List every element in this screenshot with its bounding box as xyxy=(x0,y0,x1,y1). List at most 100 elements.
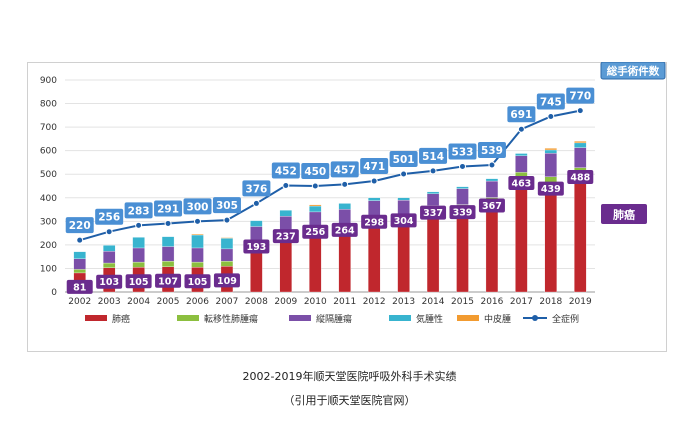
bar-segment xyxy=(574,176,587,293)
x-tick-label: 2003 xyxy=(98,297,121,307)
total-value-label: 514 xyxy=(422,151,444,163)
lung-value-box xyxy=(155,273,182,288)
total-point xyxy=(429,167,437,175)
bar-segment xyxy=(544,148,557,151)
bar-segment xyxy=(132,237,145,249)
legend-label: 気腫性 xyxy=(416,313,443,325)
bar-segment xyxy=(73,269,86,274)
total-value-label: 457 xyxy=(334,164,356,176)
total-value-label: 471 xyxy=(363,161,385,173)
bar-segment xyxy=(515,182,528,293)
total-value-label: 283 xyxy=(128,205,150,217)
lung-value-label: 193 xyxy=(246,242,266,253)
total-point xyxy=(76,236,84,244)
chart-frame: 0 100 200 300 400 500 600 700 800 900 2002 2003 2004… xyxy=(27,62,667,352)
total-value-label: 539 xyxy=(481,145,503,157)
total-callout-label: 総手術件数 xyxy=(607,65,660,78)
lung-value-box xyxy=(567,170,594,185)
x-tick-label: 2006 xyxy=(186,297,209,307)
total-value-label: 305 xyxy=(216,200,238,212)
total-value-label: 745 xyxy=(540,97,562,109)
x-tick-label: 2018 xyxy=(539,297,562,307)
bar-segment xyxy=(73,258,86,270)
bar-segment xyxy=(73,251,86,259)
x-tick-label: 2019 xyxy=(569,297,592,307)
lung-value-label: 103 xyxy=(99,277,119,288)
total-value-box xyxy=(154,200,183,217)
bar-segment xyxy=(485,205,499,293)
total-value-label: 691 xyxy=(510,109,532,121)
legend-label: 全症例 xyxy=(552,313,579,325)
x-tick-label: 2014 xyxy=(422,297,445,307)
chart-source-note: （引用于顺天堂医院官网） xyxy=(283,394,416,407)
bar-segment xyxy=(161,260,175,267)
y-tick-label: 400 xyxy=(40,194,57,204)
total-point xyxy=(282,182,290,190)
lung-value-box xyxy=(331,222,358,237)
lung-value-label: 105 xyxy=(129,277,149,288)
total-point xyxy=(547,113,555,121)
y-tick-label: 500 xyxy=(40,170,57,180)
lung-value-label: 439 xyxy=(541,184,561,195)
total-value-box xyxy=(124,202,153,219)
lung-value-box xyxy=(272,229,299,244)
lung-value-label: 339 xyxy=(453,208,473,219)
bar-segment xyxy=(485,178,499,182)
legend-swatch xyxy=(457,315,479,321)
bar-segment xyxy=(397,197,410,201)
bar-segment xyxy=(338,203,351,210)
lung-value-label: 367 xyxy=(482,201,502,212)
lung-value-box xyxy=(361,214,388,229)
lung-value-label: 81 xyxy=(73,282,86,293)
legend-label: 転移性肺腫瘍 xyxy=(204,313,258,325)
lung-value-box xyxy=(302,224,329,239)
bar-segment xyxy=(574,147,587,168)
y-tick-label: 300 xyxy=(40,217,57,227)
bar-segment xyxy=(220,248,234,262)
bar-segment xyxy=(456,211,469,293)
y-tick-label: 600 xyxy=(40,147,57,157)
total-value-label: 220 xyxy=(69,220,91,232)
bar-segment xyxy=(132,247,145,263)
surgery-chart: 0 100 200 300 400 500 600 700 800 900 2002 2003 2004… xyxy=(27,62,667,352)
total-value-box xyxy=(536,93,565,110)
bar-segment xyxy=(191,247,204,263)
lung-value-box xyxy=(478,198,505,213)
lung-value-box xyxy=(66,279,93,294)
lung-value-box xyxy=(96,274,123,289)
y-tick-label: 900 xyxy=(40,76,57,86)
bar-segment xyxy=(103,262,116,268)
bar-segment xyxy=(456,188,469,205)
bar-segment xyxy=(220,260,234,267)
total-value-box xyxy=(389,150,418,167)
x-tick-label: 2016 xyxy=(480,297,503,307)
bar-segment xyxy=(161,236,175,247)
total-value-label: 256 xyxy=(98,212,120,224)
total-value-box xyxy=(212,197,241,214)
bar-segment xyxy=(279,236,292,293)
y-tick-label: 100 xyxy=(40,264,57,274)
bar-segment xyxy=(544,149,557,154)
total-point xyxy=(459,162,466,170)
bar-segment xyxy=(515,155,528,173)
total-value-box xyxy=(242,180,271,197)
bar-segment xyxy=(161,246,175,262)
bar-segment xyxy=(338,209,351,224)
y-tick-label: 200 xyxy=(40,241,57,251)
total-point xyxy=(311,182,319,190)
total-value-label: 291 xyxy=(157,203,179,215)
bar-segment xyxy=(456,186,469,189)
lung-value-label: 463 xyxy=(511,178,531,189)
legend-line-marker xyxy=(532,315,538,321)
bar-segment xyxy=(250,226,263,241)
total-value-box xyxy=(330,161,359,178)
lung-value-box xyxy=(213,273,240,288)
x-tick-label: 2002 xyxy=(68,297,91,307)
lung-value-label: 337 xyxy=(423,208,443,219)
total-value-label: 376 xyxy=(245,183,267,195)
bar-segment xyxy=(426,193,440,206)
total-value-label: 452 xyxy=(275,166,297,178)
total-line xyxy=(79,109,581,242)
total-callout-box xyxy=(600,62,666,80)
total-value-label: 501 xyxy=(393,154,415,166)
